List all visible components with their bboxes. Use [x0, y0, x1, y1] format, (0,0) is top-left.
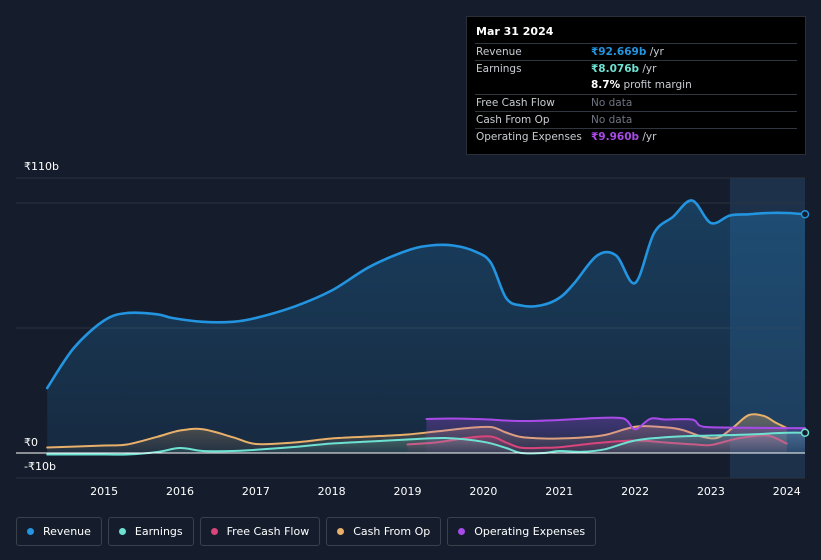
legend-item-opex[interactable]: Operating Expenses: [447, 517, 597, 546]
tooltip-panel: Mar 31 2024 Revenue ₹92.669b /yr Earning…: [466, 16, 806, 155]
x-tick-label: 2024: [773, 485, 801, 498]
dot-icon: [118, 528, 126, 535]
x-tick-label: 2017: [242, 485, 270, 498]
x-tick-label: 2016: [166, 485, 194, 498]
legend-label: Cash From Op: [353, 525, 431, 538]
dot-icon: [337, 528, 345, 535]
legend: Revenue Earnings Free Cash Flow Cash Fro…: [16, 517, 597, 546]
legend-label: Earnings: [134, 525, 183, 538]
legend-item-revenue[interactable]: Revenue: [16, 517, 102, 546]
opex-value: ₹9.960b: [591, 131, 640, 143]
tooltip-row-margin: 8.7% profit margin: [475, 77, 797, 94]
tooltip-label: Free Cash Flow: [476, 97, 555, 109]
tooltip-value: ₹8.076b /yr: [591, 61, 656, 77]
earnings-line: [46, 431, 806, 456]
dot-icon: [458, 528, 466, 535]
tooltip-row-revenue: Revenue ₹92.669b /yr: [475, 43, 797, 60]
legend-item-earnings[interactable]: Earnings: [107, 517, 194, 546]
x-tick-label: 2023: [697, 485, 725, 498]
tooltip-value: 8.7% profit margin: [591, 77, 692, 94]
revenue-end-marker: [800, 210, 810, 219]
unit: /yr: [649, 46, 664, 58]
earnings-value: ₹8.076b: [591, 63, 640, 75]
x-tick-label: 2021: [545, 485, 573, 498]
tooltip-row-fcf: Free Cash Flow No data: [475, 94, 797, 111]
earnings-area: [47, 432, 805, 455]
legend-label: Free Cash Flow: [226, 525, 310, 538]
dot-icon: [27, 528, 34, 535]
tooltip-row-earnings: Earnings ₹8.076b /yr: [475, 60, 797, 77]
unit: profit margin: [623, 79, 692, 91]
cfo-value: No data: [591, 114, 633, 126]
y-tick-label: ₹110b: [24, 160, 59, 173]
tooltip-label: Cash From Op: [476, 114, 550, 126]
x-tick-label: 2022: [621, 485, 649, 498]
revenue-value: ₹92.669b: [591, 46, 647, 58]
earnings-end-marker: [800, 428, 810, 437]
legend-item-cfo[interactable]: Cash From Op: [326, 517, 442, 546]
tooltip-row-cfo: Cash From Op No data: [475, 111, 797, 128]
revenue-line: [45, 199, 807, 390]
tooltip-value: ₹92.669b /yr: [591, 44, 664, 60]
y-tick-label: -₹10b: [24, 460, 56, 473]
unit: /yr: [642, 63, 657, 75]
x-tick-label: 2015: [90, 485, 118, 498]
legend-label: Operating Expenses: [474, 525, 586, 538]
tooltip-date: Mar 31 2024: [476, 25, 554, 38]
margin-value: 8.7%: [591, 79, 621, 91]
dot-icon: [210, 528, 218, 535]
tooltip-row-opex: Operating Expenses ₹9.960b /yr: [475, 128, 797, 145]
tooltip-label: Earnings: [476, 63, 522, 75]
tooltip-label: Revenue: [476, 46, 522, 58]
opex-line: [425, 416, 806, 431]
legend-item-fcf[interactable]: Free Cash Flow: [199, 517, 321, 546]
unit: /yr: [642, 131, 657, 143]
x-tick-label: 2018: [318, 485, 346, 498]
tooltip-value: ₹9.960b /yr: [591, 129, 656, 145]
x-tick-label: 2020: [469, 485, 497, 498]
legend-label: Revenue: [43, 525, 91, 538]
revenue-area: [47, 200, 805, 453]
y-tick-label: ₹0: [24, 436, 38, 449]
x-tick-label: 2019: [394, 485, 422, 498]
chart-area: ₹110b ₹0 -₹10b 2015 2016 2017 2018 2019 2020 2021…: [16, 160, 810, 498]
tooltip-label: Operating Expenses: [476, 131, 582, 143]
fcf-value: No data: [591, 97, 633, 109]
